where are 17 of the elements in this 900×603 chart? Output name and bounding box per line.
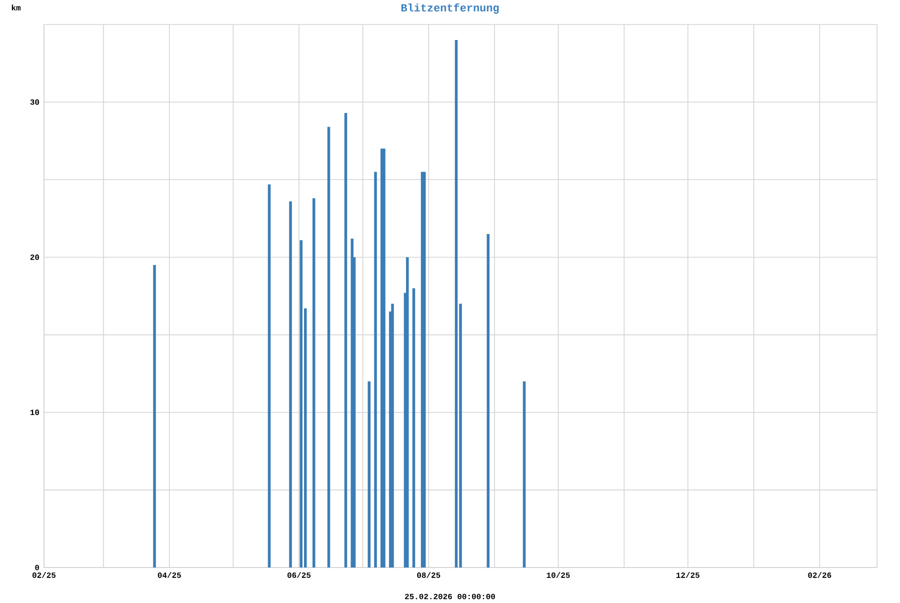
- bar: [344, 113, 348, 568]
- bar: [268, 184, 271, 568]
- bar: [153, 265, 156, 568]
- bar: [454, 40, 458, 568]
- bar: [368, 382, 371, 568]
- bar: [300, 240, 303, 568]
- bar: [486, 234, 490, 568]
- bar: [391, 304, 394, 568]
- bar: [412, 288, 416, 568]
- bar: [312, 198, 316, 568]
- bar: [327, 127, 330, 568]
- bar: [423, 172, 426, 568]
- bar: [406, 257, 409, 568]
- chart-title: Blitzentfernung: [401, 4, 499, 14]
- bar: [374, 172, 377, 568]
- bar: [289, 202, 292, 568]
- bar: [522, 382, 526, 568]
